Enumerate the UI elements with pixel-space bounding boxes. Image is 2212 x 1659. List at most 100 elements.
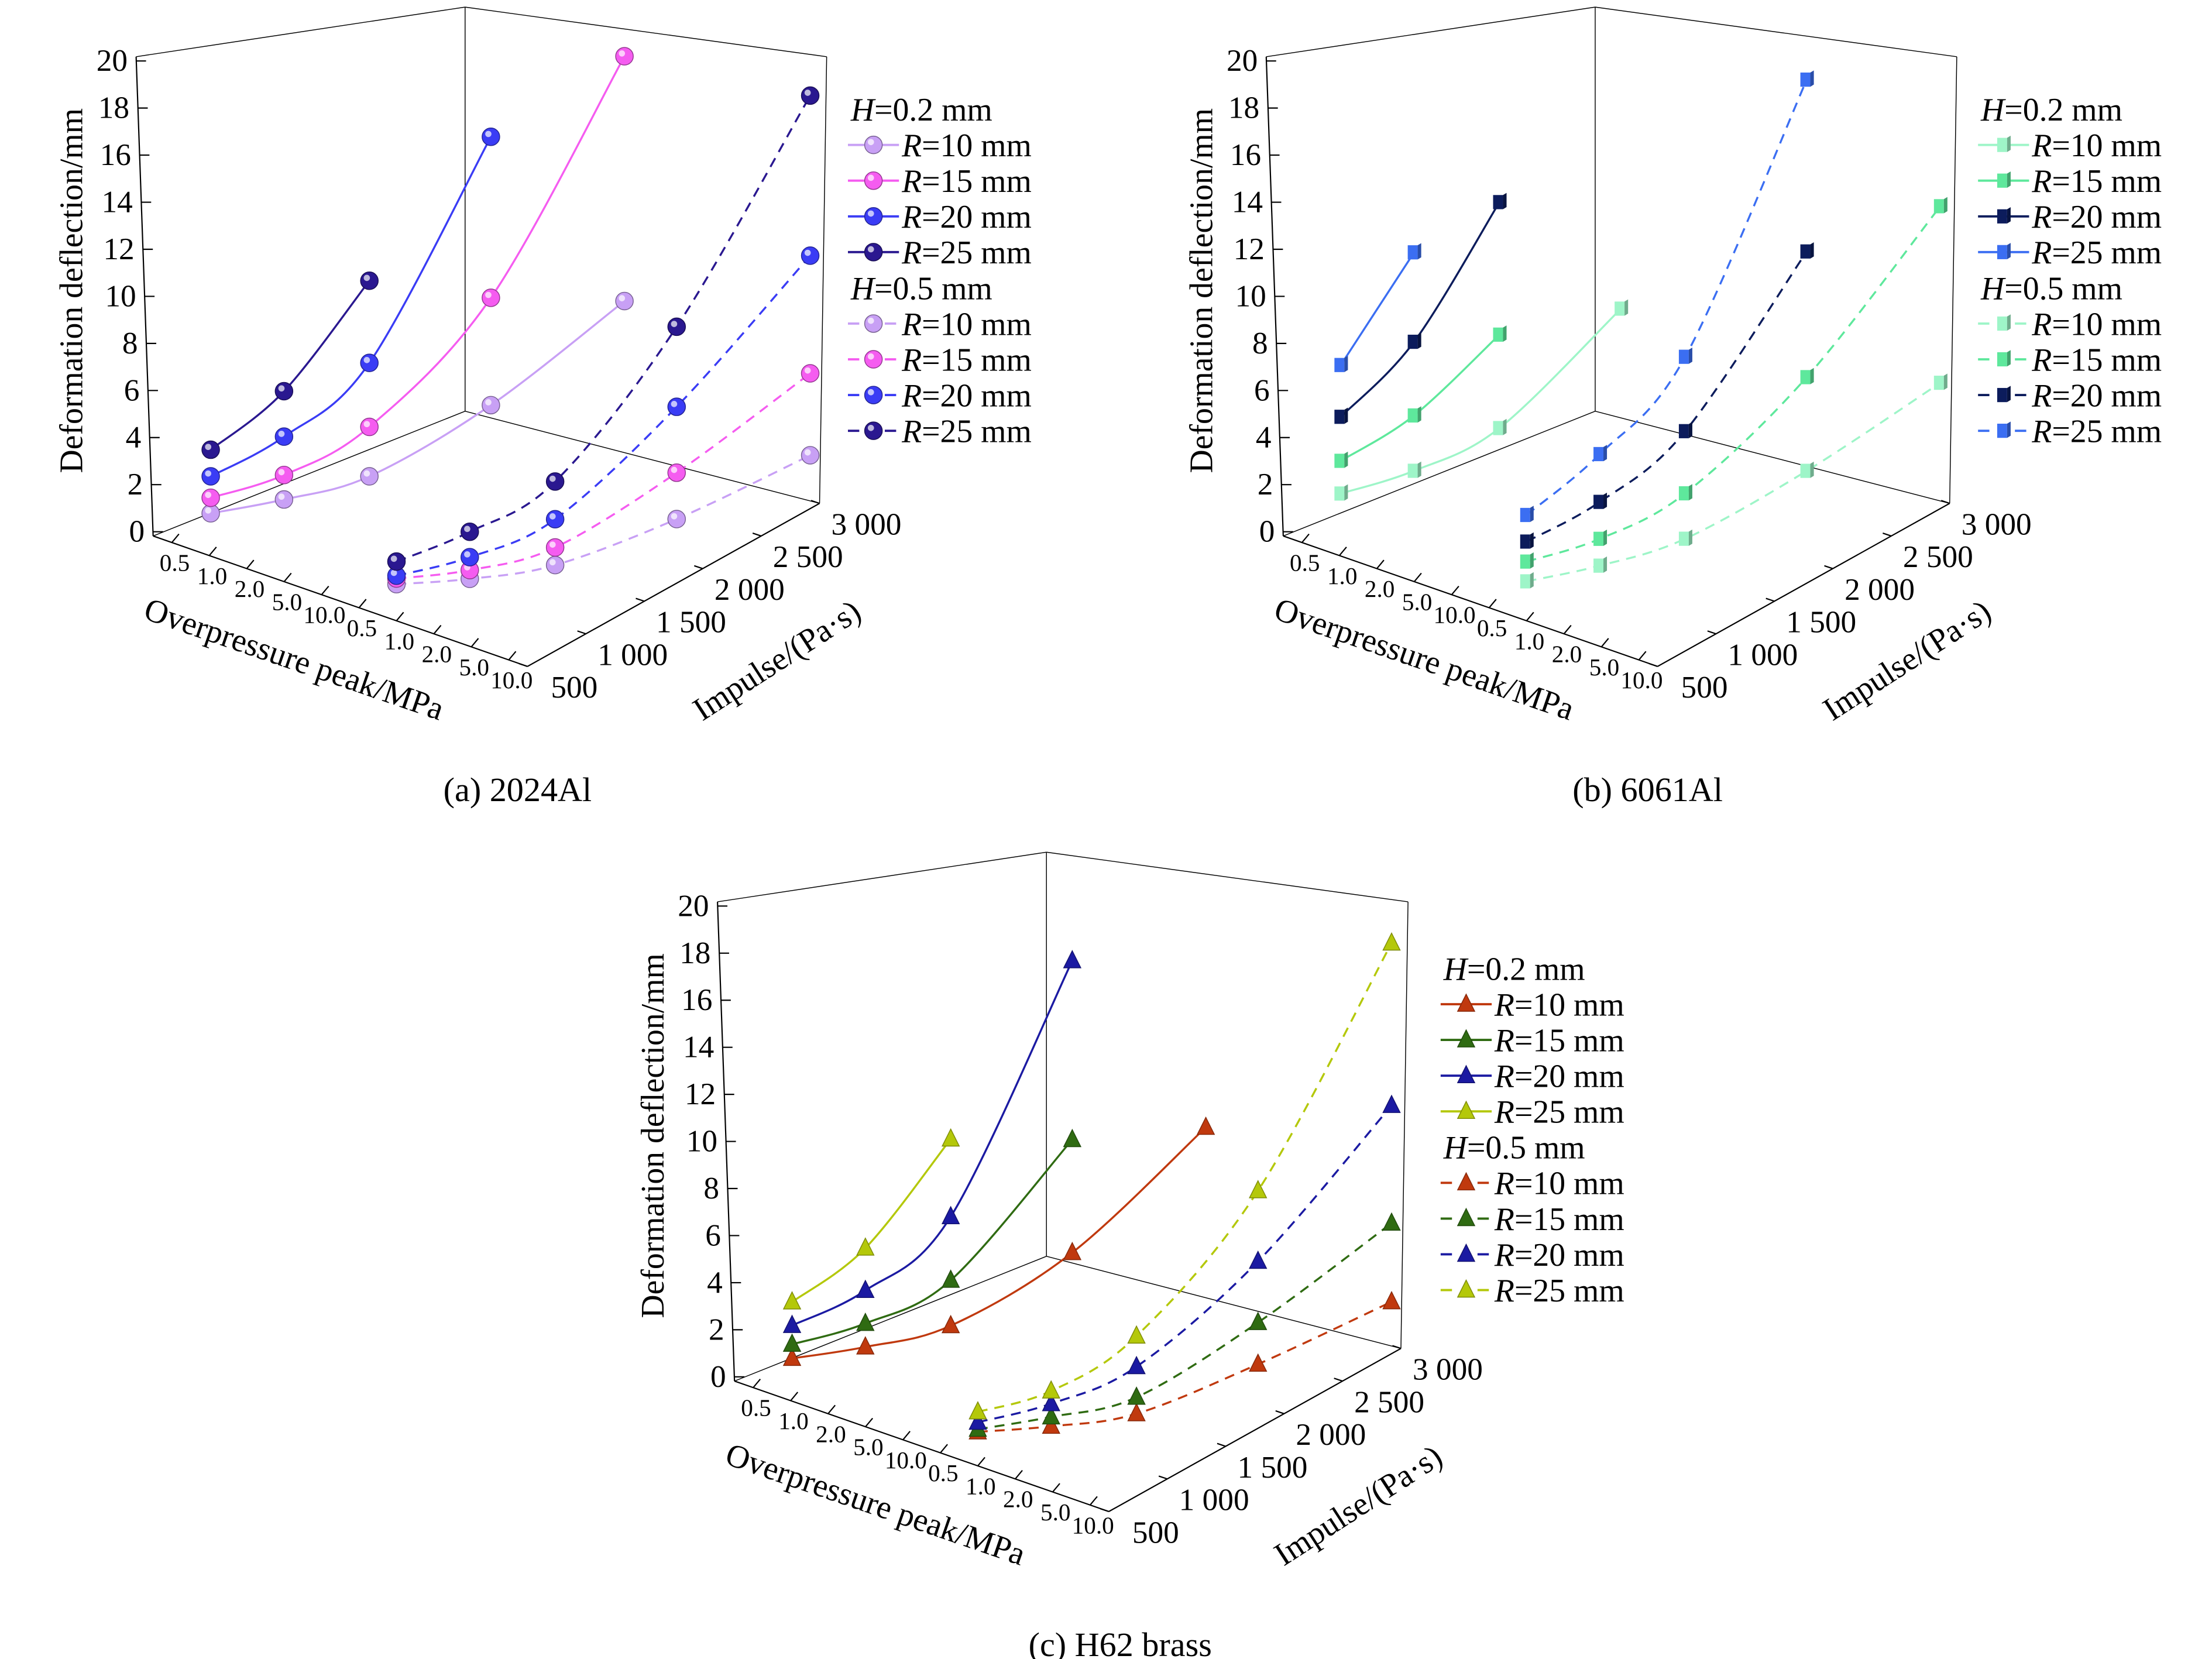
axes-frame — [716, 851, 1409, 1513]
cube-marker — [1997, 173, 2007, 188]
sphere-highlight — [464, 551, 470, 558]
cube-side — [1810, 70, 1814, 87]
impulse-tick — [577, 630, 586, 635]
sphere-marker — [864, 135, 883, 154]
pressure-tick — [433, 624, 442, 634]
cube-side — [1810, 242, 1814, 259]
triangle-marker — [1249, 1250, 1268, 1269]
z-tick-label: 20 — [678, 888, 709, 923]
data-point — [1457, 1243, 1476, 1262]
cube-marker — [1334, 358, 1345, 372]
legend-value: =15 mm — [922, 342, 1032, 378]
series-line — [1340, 308, 1622, 494]
triangle-marker — [1042, 1393, 1060, 1411]
legend-item: R=20 mm — [1440, 1237, 1624, 1273]
series-line — [1340, 201, 1500, 418]
data-point — [1382, 1094, 1401, 1113]
triangle-marker — [941, 1128, 960, 1147]
series-line — [1526, 79, 1808, 516]
sphere-highlight — [205, 507, 212, 514]
legend-value: =0.2 mm — [2004, 92, 2122, 128]
legend-value: =25 mm — [922, 414, 1032, 450]
series-line — [210, 280, 370, 451]
data-point — [1997, 386, 2011, 403]
legend-label: R=10 mm — [2031, 128, 2162, 164]
box-edge — [1266, 6, 1596, 57]
pressure-tick — [1301, 533, 1310, 543]
data-point — [1249, 1311, 1268, 1330]
data-point — [801, 86, 820, 105]
legend-value: =20 mm — [2052, 199, 2162, 235]
cube-side — [1417, 243, 1421, 260]
cube-side — [2007, 314, 2011, 331]
legend-label: R=20 mm — [1494, 1237, 1624, 1273]
legend-item: R=20 mm — [848, 377, 1032, 414]
legend-var: R — [2031, 235, 2052, 271]
pressure-tick — [1015, 1470, 1023, 1479]
z-tick-label: 8 — [122, 326, 138, 360]
data-point — [1249, 1250, 1268, 1269]
data-point — [801, 364, 820, 383]
triangle-marker — [1127, 1403, 1146, 1421]
legend-group-label: H=0.2 mm — [1980, 92, 2122, 128]
legend-var: R — [1494, 1059, 1514, 1095]
data-point — [864, 386, 883, 404]
pressure-tick-label: 1.0 — [197, 562, 227, 589]
legend-item: R=15 mm — [1440, 1201, 1624, 1238]
legend-value: =0.5 mm — [2004, 270, 2122, 307]
data-point — [1520, 506, 1534, 523]
data-point — [667, 397, 686, 416]
triangle-marker — [856, 1336, 875, 1355]
legend-item: R=25 mm — [848, 414, 1032, 450]
z-tick-label: 4 — [126, 420, 142, 455]
triangle-marker — [1249, 1311, 1268, 1330]
data-point — [864, 207, 883, 226]
data-point — [1615, 299, 1629, 316]
cube-side — [1603, 530, 1608, 546]
pressure-tick — [470, 638, 479, 648]
sphere-marker — [801, 364, 820, 383]
legend-item: R=20 mm — [1440, 1059, 1624, 1095]
data-point — [864, 171, 883, 190]
floor-edge — [1046, 1256, 1402, 1349]
sphere-highlight — [867, 353, 874, 360]
data-point — [667, 463, 686, 482]
cube-side — [2007, 171, 2011, 188]
floor-edge — [465, 410, 820, 504]
z-tick-label: 20 — [1227, 43, 1258, 78]
sphere-marker — [615, 47, 634, 66]
sphere-marker — [801, 446, 820, 465]
axes-frame — [1265, 6, 1957, 667]
data-point — [360, 467, 379, 486]
z-tick-label: 8 — [1252, 326, 1268, 360]
pressure-tick-label: 2.0 — [1552, 641, 1582, 668]
z-tick-label: 16 — [1230, 138, 1261, 172]
pressure-tick — [283, 572, 292, 582]
legend-var: R — [901, 306, 922, 342]
legend-item: R=10 mm — [1440, 987, 1624, 1023]
pressure-tick-label: 1.0 — [1514, 627, 1544, 654]
impulse-tick-label: 1 000 — [1727, 637, 1798, 672]
sphere-highlight — [278, 493, 285, 500]
cube-side — [1943, 373, 1947, 390]
cube-marker — [1493, 195, 1503, 209]
legend-item: R=25 mm — [848, 235, 1032, 271]
sphere-highlight — [390, 555, 397, 562]
cube-side — [1503, 418, 1507, 435]
z-tick-label: 4 — [1256, 420, 1272, 455]
data-point — [1997, 421, 2011, 438]
sphere-marker — [864, 314, 883, 333]
legend-label: R=10 mm — [1494, 1166, 1624, 1202]
data-point — [1042, 1393, 1060, 1411]
cube-side — [1417, 332, 1421, 349]
data-point — [864, 350, 883, 369]
legend-item: R=25 mm — [1978, 235, 2162, 271]
impulse-tick-label: 500 — [1132, 1515, 1179, 1550]
data-point — [274, 465, 294, 485]
data-point — [864, 314, 883, 333]
legend-item: R=25 mm — [1978, 414, 2162, 450]
data-point — [1593, 492, 1608, 509]
legend-label: R=10 mm — [2031, 306, 2162, 342]
sphere-highlight — [485, 399, 492, 406]
